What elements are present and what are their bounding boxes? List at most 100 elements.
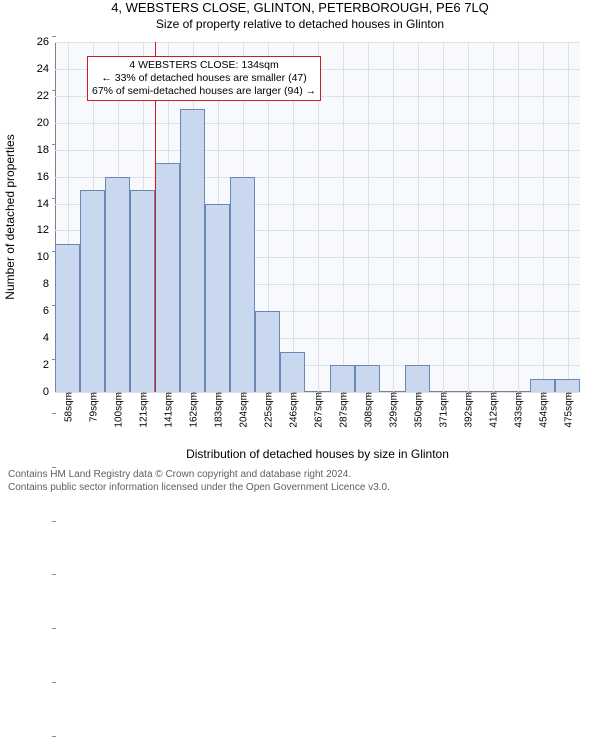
x-tick-mark [93, 392, 94, 396]
x-tick-mark [468, 392, 469, 396]
y-tick-mark [52, 144, 56, 145]
x-tick-mark [443, 392, 444, 396]
histogram-bar [255, 311, 280, 392]
x-tick-mark [543, 392, 544, 396]
annotation-box: 4 WEBSTERS CLOSE: 134sqm← 33% of detache… [87, 56, 321, 101]
y-tick-mark [52, 628, 56, 629]
x-tick-label: 204sqm [236, 392, 249, 428]
x-axis-label: Distribution of detached houses by size … [186, 447, 449, 461]
histogram-bar [55, 244, 80, 392]
x-tick-label: 162sqm [186, 392, 199, 428]
y-tick-mark [52, 682, 56, 683]
y-tick-label: 6 [43, 305, 55, 317]
gridline-v [393, 42, 394, 392]
y-tick-label: 24 [37, 63, 55, 75]
y-tick-label: 14 [37, 198, 55, 210]
plot-area: 0246810121416182022242658sqm79sqm100sqm1… [55, 42, 580, 392]
histogram-bar [155, 163, 180, 392]
x-tick-label: 371sqm [436, 392, 449, 428]
histogram-bar [330, 365, 355, 392]
histogram-bar [530, 379, 555, 392]
x-tick-label: 246sqm [286, 392, 299, 428]
annotation-line: 67% of semi-detached houses are larger (… [92, 85, 316, 98]
y-axis-label: Number of detached properties [3, 134, 17, 299]
y-tick-mark [52, 521, 56, 522]
y-tick-label: 20 [37, 117, 55, 129]
x-tick-label: 267sqm [311, 392, 324, 428]
y-tick-label: 0 [43, 386, 55, 398]
x-tick-label: 412sqm [486, 392, 499, 428]
gridline-v [468, 42, 469, 392]
histogram-bar [280, 352, 305, 392]
x-tick-label: 141sqm [161, 392, 174, 428]
gridline-v [518, 42, 519, 392]
x-tick-label: 225sqm [261, 392, 274, 428]
x-tick-mark [568, 392, 569, 396]
histogram-bar [355, 365, 380, 392]
gridline-v [443, 42, 444, 392]
x-tick-mark [243, 392, 244, 396]
y-tick-mark [52, 574, 56, 575]
chart-title: 4, WEBSTERS CLOSE, GLINTON, PETERBOROUGH… [0, 0, 600, 15]
x-tick-mark [518, 392, 519, 396]
x-tick-mark [343, 392, 344, 396]
x-tick-label: 454sqm [536, 392, 549, 428]
y-tick-label: 22 [37, 90, 55, 102]
y-tick-mark [52, 90, 56, 91]
y-tick-label: 8 [43, 278, 55, 290]
annotation-line: 4 WEBSTERS CLOSE: 134sqm [92, 59, 316, 72]
histogram-bar [80, 190, 105, 392]
x-tick-label: 392sqm [461, 392, 474, 428]
y-tick-mark [52, 467, 56, 468]
x-tick-mark [118, 392, 119, 396]
x-tick-label: 433sqm [511, 392, 524, 428]
gridline-v [493, 42, 494, 392]
x-tick-mark [368, 392, 369, 396]
histogram-bar [205, 204, 230, 392]
y-tick-label: 16 [37, 171, 55, 183]
y-tick-mark [52, 413, 56, 414]
y-tick-label: 12 [37, 224, 55, 236]
x-tick-label: 287sqm [336, 392, 349, 428]
x-tick-mark [218, 392, 219, 396]
x-tick-label: 350sqm [411, 392, 424, 428]
y-tick-label: 26 [37, 36, 55, 48]
x-tick-mark [143, 392, 144, 396]
x-tick-label: 100sqm [111, 392, 124, 428]
y-tick-label: 2 [43, 359, 55, 371]
x-tick-label: 329sqm [386, 392, 399, 428]
x-tick-mark [268, 392, 269, 396]
y-tick-label: 10 [37, 251, 55, 263]
y-tick-label: 4 [43, 332, 55, 344]
x-tick-label: 475sqm [561, 392, 574, 428]
histogram-bar [130, 190, 155, 392]
x-tick-label: 308sqm [361, 392, 374, 428]
gridline-v [568, 42, 569, 392]
histogram-bar [230, 177, 255, 392]
y-tick-label: 18 [37, 144, 55, 156]
y-tick-mark [52, 198, 56, 199]
histogram-bar [180, 109, 205, 392]
gridline-v [418, 42, 419, 392]
x-tick-mark [293, 392, 294, 396]
footer-line-1: Contains HM Land Registry data © Crown c… [8, 469, 390, 482]
x-tick-mark [493, 392, 494, 396]
x-tick-label: 79sqm [86, 392, 99, 422]
gridline-v [368, 42, 369, 392]
gridline-v [543, 42, 544, 392]
x-tick-mark [193, 392, 194, 396]
x-tick-mark [318, 392, 319, 396]
histogram-bar [555, 379, 580, 392]
x-tick-label: 183sqm [211, 392, 224, 428]
x-tick-mark [393, 392, 394, 396]
x-tick-label: 58sqm [61, 392, 74, 422]
x-tick-mark [168, 392, 169, 396]
footer-line-2: Contains public sector information licen… [8, 482, 390, 495]
x-tick-mark [418, 392, 419, 396]
histogram-bar [105, 177, 130, 392]
chart-subtitle: Size of property relative to detached ho… [0, 17, 600, 31]
y-tick-mark [52, 36, 56, 37]
histogram-bar [405, 365, 430, 392]
x-tick-mark [68, 392, 69, 396]
x-tick-label: 121sqm [136, 392, 149, 428]
